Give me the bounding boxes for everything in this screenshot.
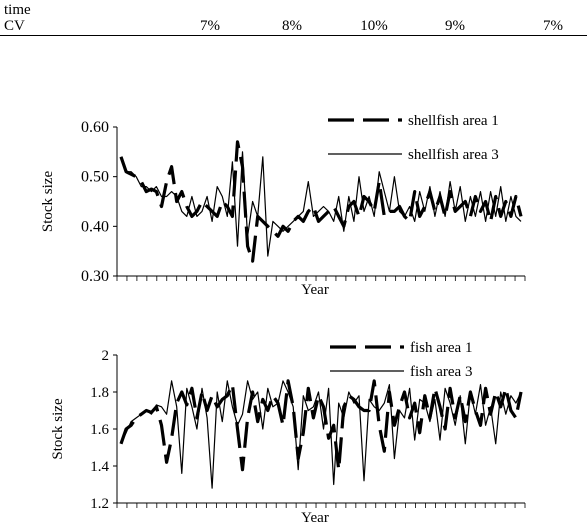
y-tick-label: 0.50 — [81, 169, 109, 186]
time-row-label: time — [4, 2, 31, 18]
cv-value-1: 7% — [200, 18, 220, 34]
y-tick-label: 1.4 — [90, 459, 109, 475]
series-line-2 — [120, 151, 522, 257]
cv-value-3: 10% — [360, 18, 388, 34]
y-tick-label: 1.2 — [90, 496, 109, 512]
legend-label-1: shellfish area 1 — [408, 113, 499, 129]
x-axis-label: Year — [301, 282, 329, 298]
y-tick-label: 1.8 — [90, 385, 109, 401]
x-axis-label: Year — [301, 510, 329, 525]
table-rule — [0, 35, 587, 36]
series-line-2 — [120, 380, 522, 489]
cv-value-5: 7% — [543, 18, 563, 34]
y-tick-label: 0.40 — [81, 218, 109, 235]
chart-panel-1: 0.30 0.40 0.50 0.60 Year Stock size shellfish … — [40, 113, 526, 298]
series-line-1 — [119, 379, 523, 472]
y-tick-label: 0.60 — [81, 119, 109, 136]
legend-label-2: fish area 3 — [410, 364, 472, 380]
legend-label-1: fish area 1 — [410, 340, 472, 356]
chart-panel-2: 1.2 1.4 1.6 1.8 2 Year Stock size fish area 1 fi… — [50, 340, 526, 525]
y-tick-label: 0.30 — [81, 268, 109, 285]
cv-value-4: 9% — [445, 18, 465, 34]
cv-row-label: CV — [4, 18, 25, 34]
cv-value-2: 8% — [282, 18, 302, 34]
legend-label-2: shellfish area 3 — [408, 147, 499, 163]
y-axis-label: Stock size — [50, 398, 66, 460]
y-axis-label: Stock size — [40, 171, 56, 233]
y-tick-label: 2 — [102, 348, 110, 364]
y-tick-label: 1.6 — [90, 422, 109, 438]
